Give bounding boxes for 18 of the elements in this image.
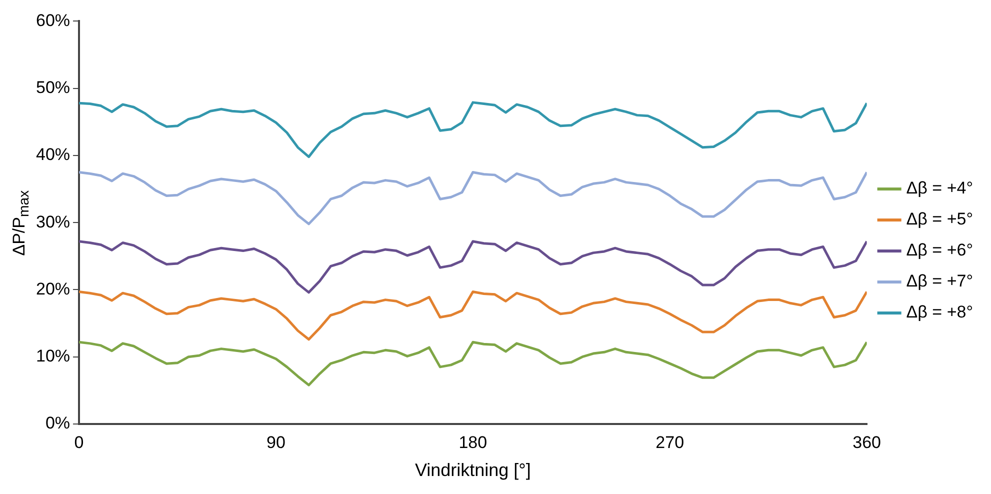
x-tick-label: 0 xyxy=(74,432,84,452)
y-tick-label: 60% xyxy=(36,10,70,30)
y-tick-label: 20% xyxy=(36,279,70,298)
legend-label: Δβ = +6° xyxy=(906,240,974,260)
y-tick-label: 30% xyxy=(36,212,70,232)
y-tick-label: 0% xyxy=(45,414,70,433)
legend-label: Δβ = +8° xyxy=(906,302,974,322)
legend-label: Δβ = +7° xyxy=(906,272,974,291)
legend-label: Δβ = +5° xyxy=(906,210,974,229)
x-axis-title: Vindriktning [°] xyxy=(414,460,531,480)
x-tick-label: 360 xyxy=(852,432,881,452)
y-tick-label: 50% xyxy=(36,78,70,98)
y-tick-label: 40% xyxy=(36,145,70,164)
x-tick-label: 180 xyxy=(458,432,488,452)
x-tick-label: 90 xyxy=(266,432,286,452)
x-tick-label: 270 xyxy=(656,432,684,452)
legend-label: Δβ = +4° xyxy=(906,178,974,198)
y-tick-label: 10% xyxy=(36,346,70,366)
